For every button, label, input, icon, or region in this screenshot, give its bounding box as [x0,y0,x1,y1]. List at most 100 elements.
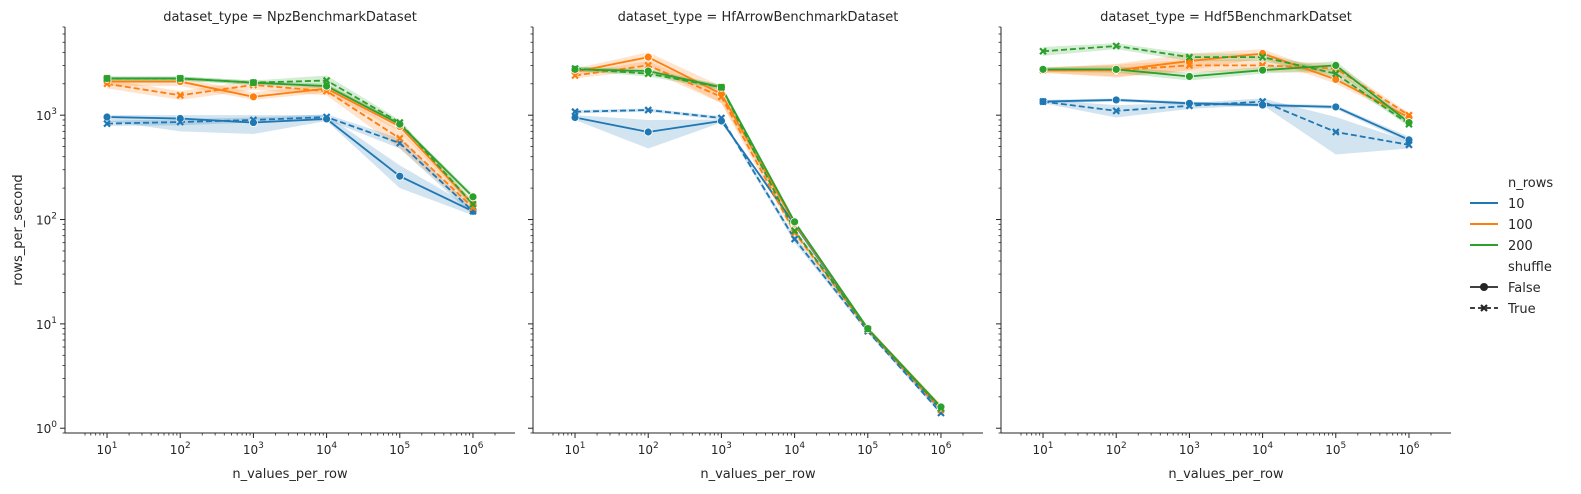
point-marker [571,107,579,116]
point-marker [1258,65,1267,75]
ci-band-100-false [1043,49,1409,120]
point-marker [469,200,477,209]
point-marker [176,74,184,83]
point-marker [1405,120,1413,128]
point-marker [396,134,404,143]
series-line-10-false [107,116,474,213]
point-marker [790,235,799,243]
ci-band-200-false [575,66,941,409]
point-marker [1112,107,1120,115]
point-marker [1185,102,1194,110]
x-tick-label: 105 [389,441,410,457]
point-marker [1258,97,1267,106]
point-marker [717,83,726,92]
x-axis-label: n_values_per_row [232,467,348,482]
point-marker [176,118,184,126]
series-line-10-true [1042,100,1410,146]
y-tick-label: 103 [36,107,57,123]
ci-band-10-true [1043,98,1409,155]
legend-label: 200 [1508,239,1533,254]
point-marker [395,119,405,129]
ci-band-100-true [1043,59,1409,118]
x-tick-label: 104 [784,441,805,457]
ci-band-200-true [1043,43,1409,127]
facet-panel-1: dataset_type = NpzBenchmarkDataset 101 102… [36,10,515,482]
point-marker [1332,128,1340,136]
point-marker [1185,61,1194,70]
panel-title: dataset_type = Hdf5BenchmarkDatset [1100,10,1352,25]
point-marker [1039,97,1047,106]
point-marker [1332,69,1340,78]
series-line-10-true [107,116,474,212]
series-line-100-true [574,64,942,411]
ci-band-100-false [575,52,941,410]
point-marker [1038,64,1048,74]
point-marker [644,106,652,114]
point-marker [1331,60,1341,70]
point-marker [643,127,653,137]
point-marker [396,118,404,127]
panel-title: dataset_type = HfArrowBenchmarkDataset [618,10,899,25]
x-tick-label: 101 [565,441,586,457]
point-marker [103,74,111,83]
point-marker [790,227,799,235]
point-marker [790,217,799,227]
ci-band-10-false [107,115,473,216]
y-tick-label: 100 [36,420,57,436]
point-marker [1039,47,1047,56]
y-axis-label: rows_per_second [11,174,26,285]
x-tick-label: 102 [1106,441,1127,457]
ci-band-10-true [107,114,473,216]
point-marker [1405,141,1413,149]
x-axis-label: n_values_per_row [700,467,816,482]
series-line-200-true [107,77,474,205]
point-marker [395,171,405,181]
point-marker [1405,111,1413,119]
x-tick-label: 103 [243,441,264,457]
point-marker [571,71,579,80]
point-marker [103,119,111,128]
facet-panel-2: dataset_type = HfArrowBenchmarkDataset 10… [528,10,983,482]
point-marker [322,76,331,85]
x-tick-label: 106 [462,441,483,457]
legend-style-title: shuffle [1508,260,1552,275]
x-tick-label: 102 [170,441,191,457]
series-line-10-true [575,109,942,414]
ci-band-100-true [107,79,473,212]
panel-title: dataset_type = NpzBenchmarkDataset [163,10,417,25]
point-marker [1185,72,1194,81]
series-line-10-false [574,116,942,411]
point-marker [937,404,945,413]
point-marker [1331,102,1341,112]
point-marker [249,78,258,87]
series-line-200-false [107,77,474,198]
x-tick-label: 106 [930,441,951,457]
x-tick-label: 101 [97,441,118,457]
point-marker [1185,53,1194,61]
point-marker [322,114,331,124]
point-marker [1112,42,1120,50]
facet-panel-3: dataset_type = Hdf5BenchmarkDatset 101 102… [996,10,1451,482]
point-marker [249,116,258,124]
series-line-200-false [1043,64,1410,124]
x-axis-label: n_values_per_row [1168,467,1284,482]
point-marker [1258,53,1267,61]
x-tick-label: 103 [1179,441,1200,457]
point-marker [864,325,872,333]
series-line-200-false [575,68,942,408]
legend-marker-x [1480,304,1488,312]
legend-label: True [1507,302,1536,317]
x-tick-label: 103 [711,441,732,457]
legend-label: 100 [1508,218,1533,233]
ci-band-100-true [575,61,941,412]
series-line-100-false [107,80,474,205]
series-line-100-true [106,82,474,209]
point-marker [1111,64,1121,74]
chart-legend: n_rows 10 100 200 shuffle False True [1470,176,1553,317]
point-marker [1404,118,1414,127]
point-marker [322,81,331,91]
legend-label: False [1508,281,1541,296]
point-marker [322,113,331,121]
point-marker [644,69,652,78]
